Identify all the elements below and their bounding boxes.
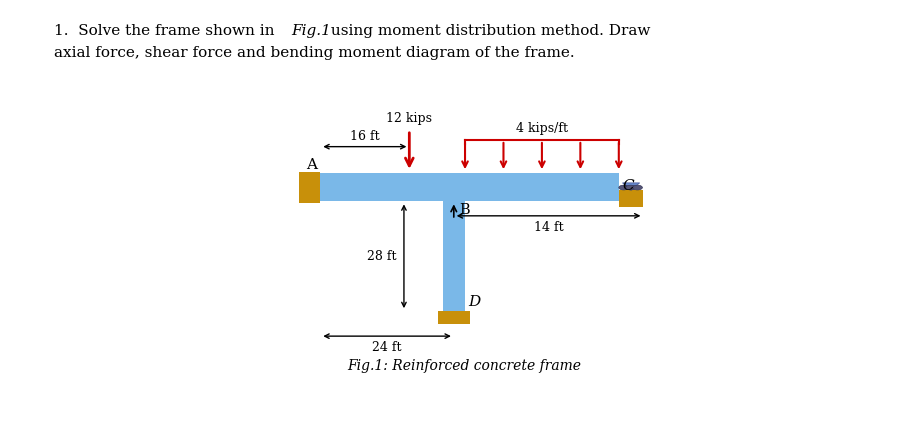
Polygon shape [622,183,640,190]
Text: D: D [468,296,481,309]
Text: 28 ft: 28 ft [368,250,397,263]
Text: axial force, shear force and bending moment diagram of the frame.: axial force, shear force and bending mom… [54,46,575,59]
Polygon shape [299,171,321,203]
Text: 24 ft: 24 ft [372,341,402,354]
Circle shape [619,185,629,190]
Text: Fig.1: Reinforced concrete frame: Fig.1: Reinforced concrete frame [347,359,582,373]
Text: C: C [622,179,634,193]
Text: using moment distribution method. Draw: using moment distribution method. Draw [326,24,651,38]
Text: Fig.1: Fig.1 [292,24,332,38]
Text: 4 kips/ft: 4 kips/ft [516,122,568,135]
Text: A: A [306,158,317,172]
Text: 12 kips: 12 kips [386,112,432,125]
Polygon shape [619,190,643,207]
Polygon shape [438,311,470,324]
Text: 16 ft: 16 ft [350,130,380,143]
Polygon shape [321,174,619,201]
Text: B: B [459,203,470,217]
Circle shape [632,185,642,190]
Text: 14 ft: 14 ft [534,221,564,234]
Polygon shape [442,201,465,311]
Circle shape [626,185,635,190]
Text: 1.  Solve the frame shown in: 1. Solve the frame shown in [54,24,280,38]
